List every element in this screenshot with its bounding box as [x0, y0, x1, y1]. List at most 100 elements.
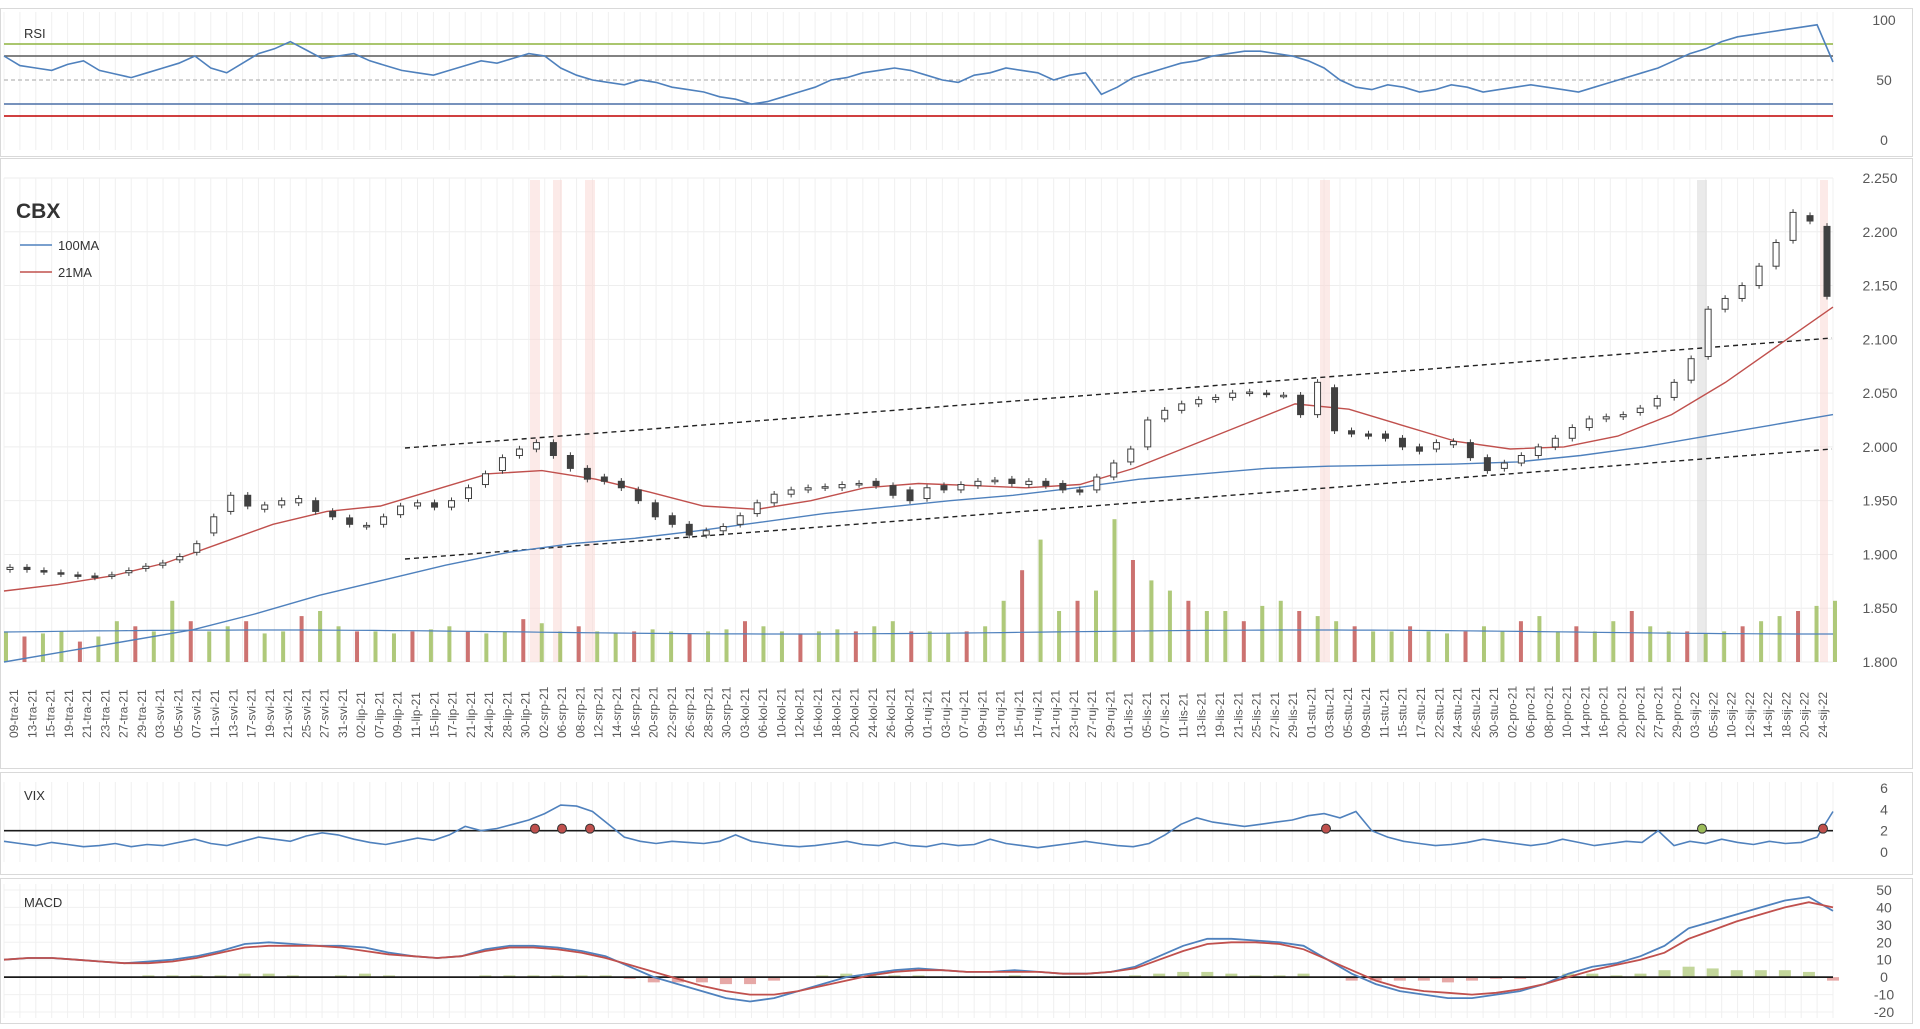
x-tick-label: 18-kol-21 [829, 688, 843, 738]
macd-label: MACD [24, 895, 62, 910]
macd-tick-label: 40 [1876, 899, 1892, 915]
candle-body [566, 454, 574, 469]
candle-body [74, 574, 82, 577]
candle-body [1144, 419, 1152, 448]
volume-bar [1703, 633, 1708, 662]
candle-body [634, 489, 642, 502]
volume-bar [1796, 611, 1801, 662]
macd-histogram-bar [1177, 971, 1190, 978]
x-tick-label: 06-srp-21 [555, 686, 569, 738]
legend-label-100ma: 100MA [58, 238, 100, 253]
x-tick-label: 26-stu-21 [1469, 687, 1483, 738]
volume-bar [1389, 631, 1394, 662]
candle-body [1161, 409, 1169, 420]
highlight-band [1820, 180, 1828, 662]
x-tick-label: 20-srp-21 [647, 686, 661, 738]
volume-bar [1629, 611, 1634, 662]
candle-body [515, 448, 523, 456]
volume-bar [890, 621, 895, 662]
candle-body [1365, 433, 1373, 437]
price-tick-label: 1.950 [1862, 493, 1897, 509]
candle-body [481, 473, 489, 486]
macd-histogram-bar [647, 977, 660, 983]
candle-body [1025, 480, 1033, 486]
macd-histogram-bar [238, 973, 251, 978]
x-tick-label: 15-lip-21 [427, 691, 441, 738]
volume-bar [909, 631, 914, 662]
volume-bar [4, 631, 8, 662]
macd-histogram-bar [1345, 977, 1358, 981]
macd-histogram-bar [695, 977, 708, 983]
x-tick-label: 26-srp-21 [683, 686, 697, 738]
x-tick-label: 08-pro-21 [1542, 686, 1556, 738]
x-tick-label: 26-kol-21 [884, 688, 898, 738]
vix-tick-label: 0 [1880, 844, 1888, 860]
macd-histogram-bar [1153, 973, 1166, 978]
candle-body [1246, 391, 1254, 395]
x-tick-label: 29-pro-21 [1670, 686, 1684, 738]
x-tick-label: 11-lip-21 [409, 692, 423, 738]
x-tick-label: 09-lip-21 [391, 691, 405, 738]
x-tick-label: 20-pro-21 [1615, 686, 1629, 738]
candle-body [363, 524, 371, 528]
price-tick-label: 2.200 [1862, 224, 1897, 240]
candle-body [1381, 433, 1389, 439]
macd-histogram-bar [1441, 977, 1454, 983]
volume-bar [798, 633, 803, 662]
price-tick-label: 2.250 [1862, 170, 1897, 186]
x-tick-label: 15-stu-21 [1396, 687, 1410, 738]
volume-bar [1518, 621, 1523, 662]
candle-body [1466, 442, 1474, 459]
candle-body [1738, 285, 1746, 299]
x-tick-label: 20-sij-22 [1798, 692, 1812, 738]
candle-body [40, 570, 48, 573]
candle-body [1721, 297, 1729, 310]
price-tick-label: 1.850 [1862, 600, 1897, 616]
x-tick-label: 17-lip-21 [446, 691, 460, 738]
vix-tick-label: 6 [1880, 780, 1888, 796]
x-tick-label: 27-svi-21 [318, 688, 332, 738]
volume-bar [336, 626, 341, 662]
volume-bar [1260, 605, 1265, 662]
x-tick-label: 27-lis-21 [1268, 692, 1282, 738]
candle-body [23, 566, 31, 571]
candle-body [1059, 482, 1067, 491]
x-tick-label: 27-pro-21 [1652, 686, 1666, 738]
candle-body [872, 480, 880, 487]
x-tick-label: 14-pro-21 [1578, 686, 1592, 738]
macd-histogram-bar [1706, 968, 1719, 978]
candle-body [295, 498, 303, 504]
x-tick-label: 12-srp-21 [592, 686, 606, 738]
candle-body [142, 565, 150, 569]
x-tick-label: 30-srp-21 [720, 686, 734, 738]
candle-body [1568, 427, 1576, 439]
x-tick-label: 25-lis-21 [1250, 692, 1264, 738]
candle-body [1551, 437, 1559, 448]
volume-bar [650, 629, 655, 662]
highlight-band [553, 180, 562, 662]
x-tick-label: 30-stu-21 [1487, 687, 1501, 738]
vix-tick-label: 4 [1880, 801, 1888, 817]
volume-bar [1204, 611, 1209, 662]
candle-body [464, 487, 472, 500]
chart-title: CBX [16, 200, 60, 223]
volume-bar [1371, 631, 1376, 662]
volume-bar [1149, 580, 1154, 662]
volume-bar [872, 626, 877, 662]
candle-body [1127, 448, 1135, 463]
volume-bar [1833, 600, 1837, 662]
x-tick-label: 28-srp-21 [701, 686, 715, 738]
candle-body [736, 515, 744, 525]
candle-body [1331, 387, 1339, 432]
macd-histogram-bar [1417, 977, 1430, 981]
x-tick-label: 11-stu-21 [1377, 688, 1391, 738]
candle-body [651, 502, 659, 518]
volume-bar [1112, 519, 1117, 662]
x-tick-label: 06-kol-21 [756, 688, 770, 738]
candle-body [906, 489, 914, 502]
candle-body [1806, 215, 1814, 222]
volume-bar [1408, 626, 1413, 662]
volume-bar [742, 621, 747, 662]
volume-bar [391, 633, 396, 662]
